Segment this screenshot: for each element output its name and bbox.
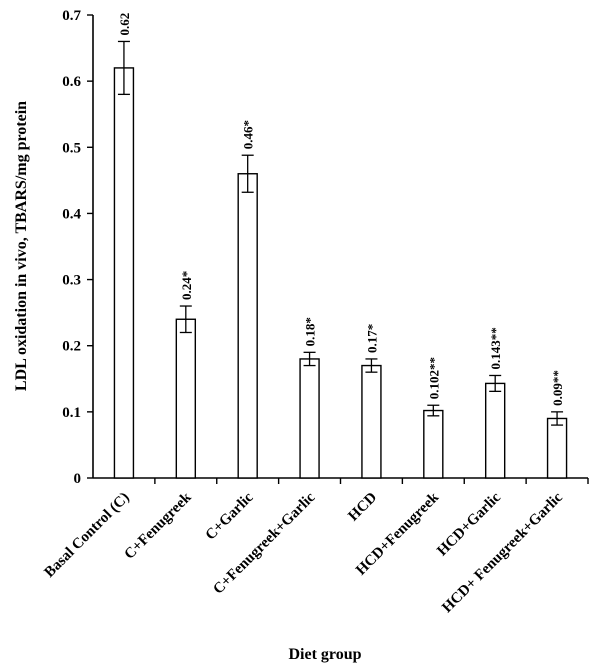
- y-tick-label: 0: [74, 471, 82, 487]
- bar: [484, 382, 506, 479]
- data-label: 0.46*: [241, 120, 256, 149]
- y-axis-title: LDL oxidation in vivo, TBARS/mg protein: [13, 101, 30, 391]
- bar: [113, 67, 135, 479]
- bars: [113, 40, 568, 479]
- bar: [299, 358, 320, 479]
- category-label: HCD+Garlic: [434, 489, 504, 559]
- data-label: 0.102**: [426, 357, 441, 399]
- y-tick-label: 0.6: [62, 74, 81, 90]
- category-label: HCD: [345, 489, 380, 524]
- data-label: 0.18*: [303, 317, 318, 346]
- data-label: 0.143**: [488, 327, 503, 369]
- y-tick-label: 0.7: [62, 8, 81, 24]
- data-label: 0.24*: [179, 271, 194, 300]
- bar: [237, 173, 258, 479]
- data-label: 0.17*: [364, 324, 379, 353]
- bar: [546, 417, 568, 479]
- category-label: C+Fenugreek+Garlic: [210, 489, 318, 597]
- y-tick-label: 0.2: [62, 339, 81, 355]
- category-label: C+Fenugreek: [121, 489, 195, 563]
- bar: [361, 364, 382, 479]
- category-label: Basal Control (C): [42, 490, 133, 581]
- category-label: C+Garlic: [203, 489, 257, 543]
- bar: [423, 409, 444, 479]
- y-tick-label: 0.1: [62, 405, 81, 421]
- bar: [175, 318, 197, 479]
- data-label: 0.09**: [550, 370, 565, 406]
- y-tick-label: 0.5: [62, 140, 81, 156]
- category-label: HCD+ Fenugreek+Garlic: [439, 489, 566, 616]
- axes: 0 0.1 0.2 0.3 0.4 0.5 0.6 0.7: [62, 8, 589, 487]
- x-axis-title: Diet group: [288, 646, 361, 663]
- y-tick-label: 0.4: [62, 206, 81, 222]
- data-label: 0.62: [117, 13, 132, 36]
- y-tick-label: 0.3: [62, 273, 81, 289]
